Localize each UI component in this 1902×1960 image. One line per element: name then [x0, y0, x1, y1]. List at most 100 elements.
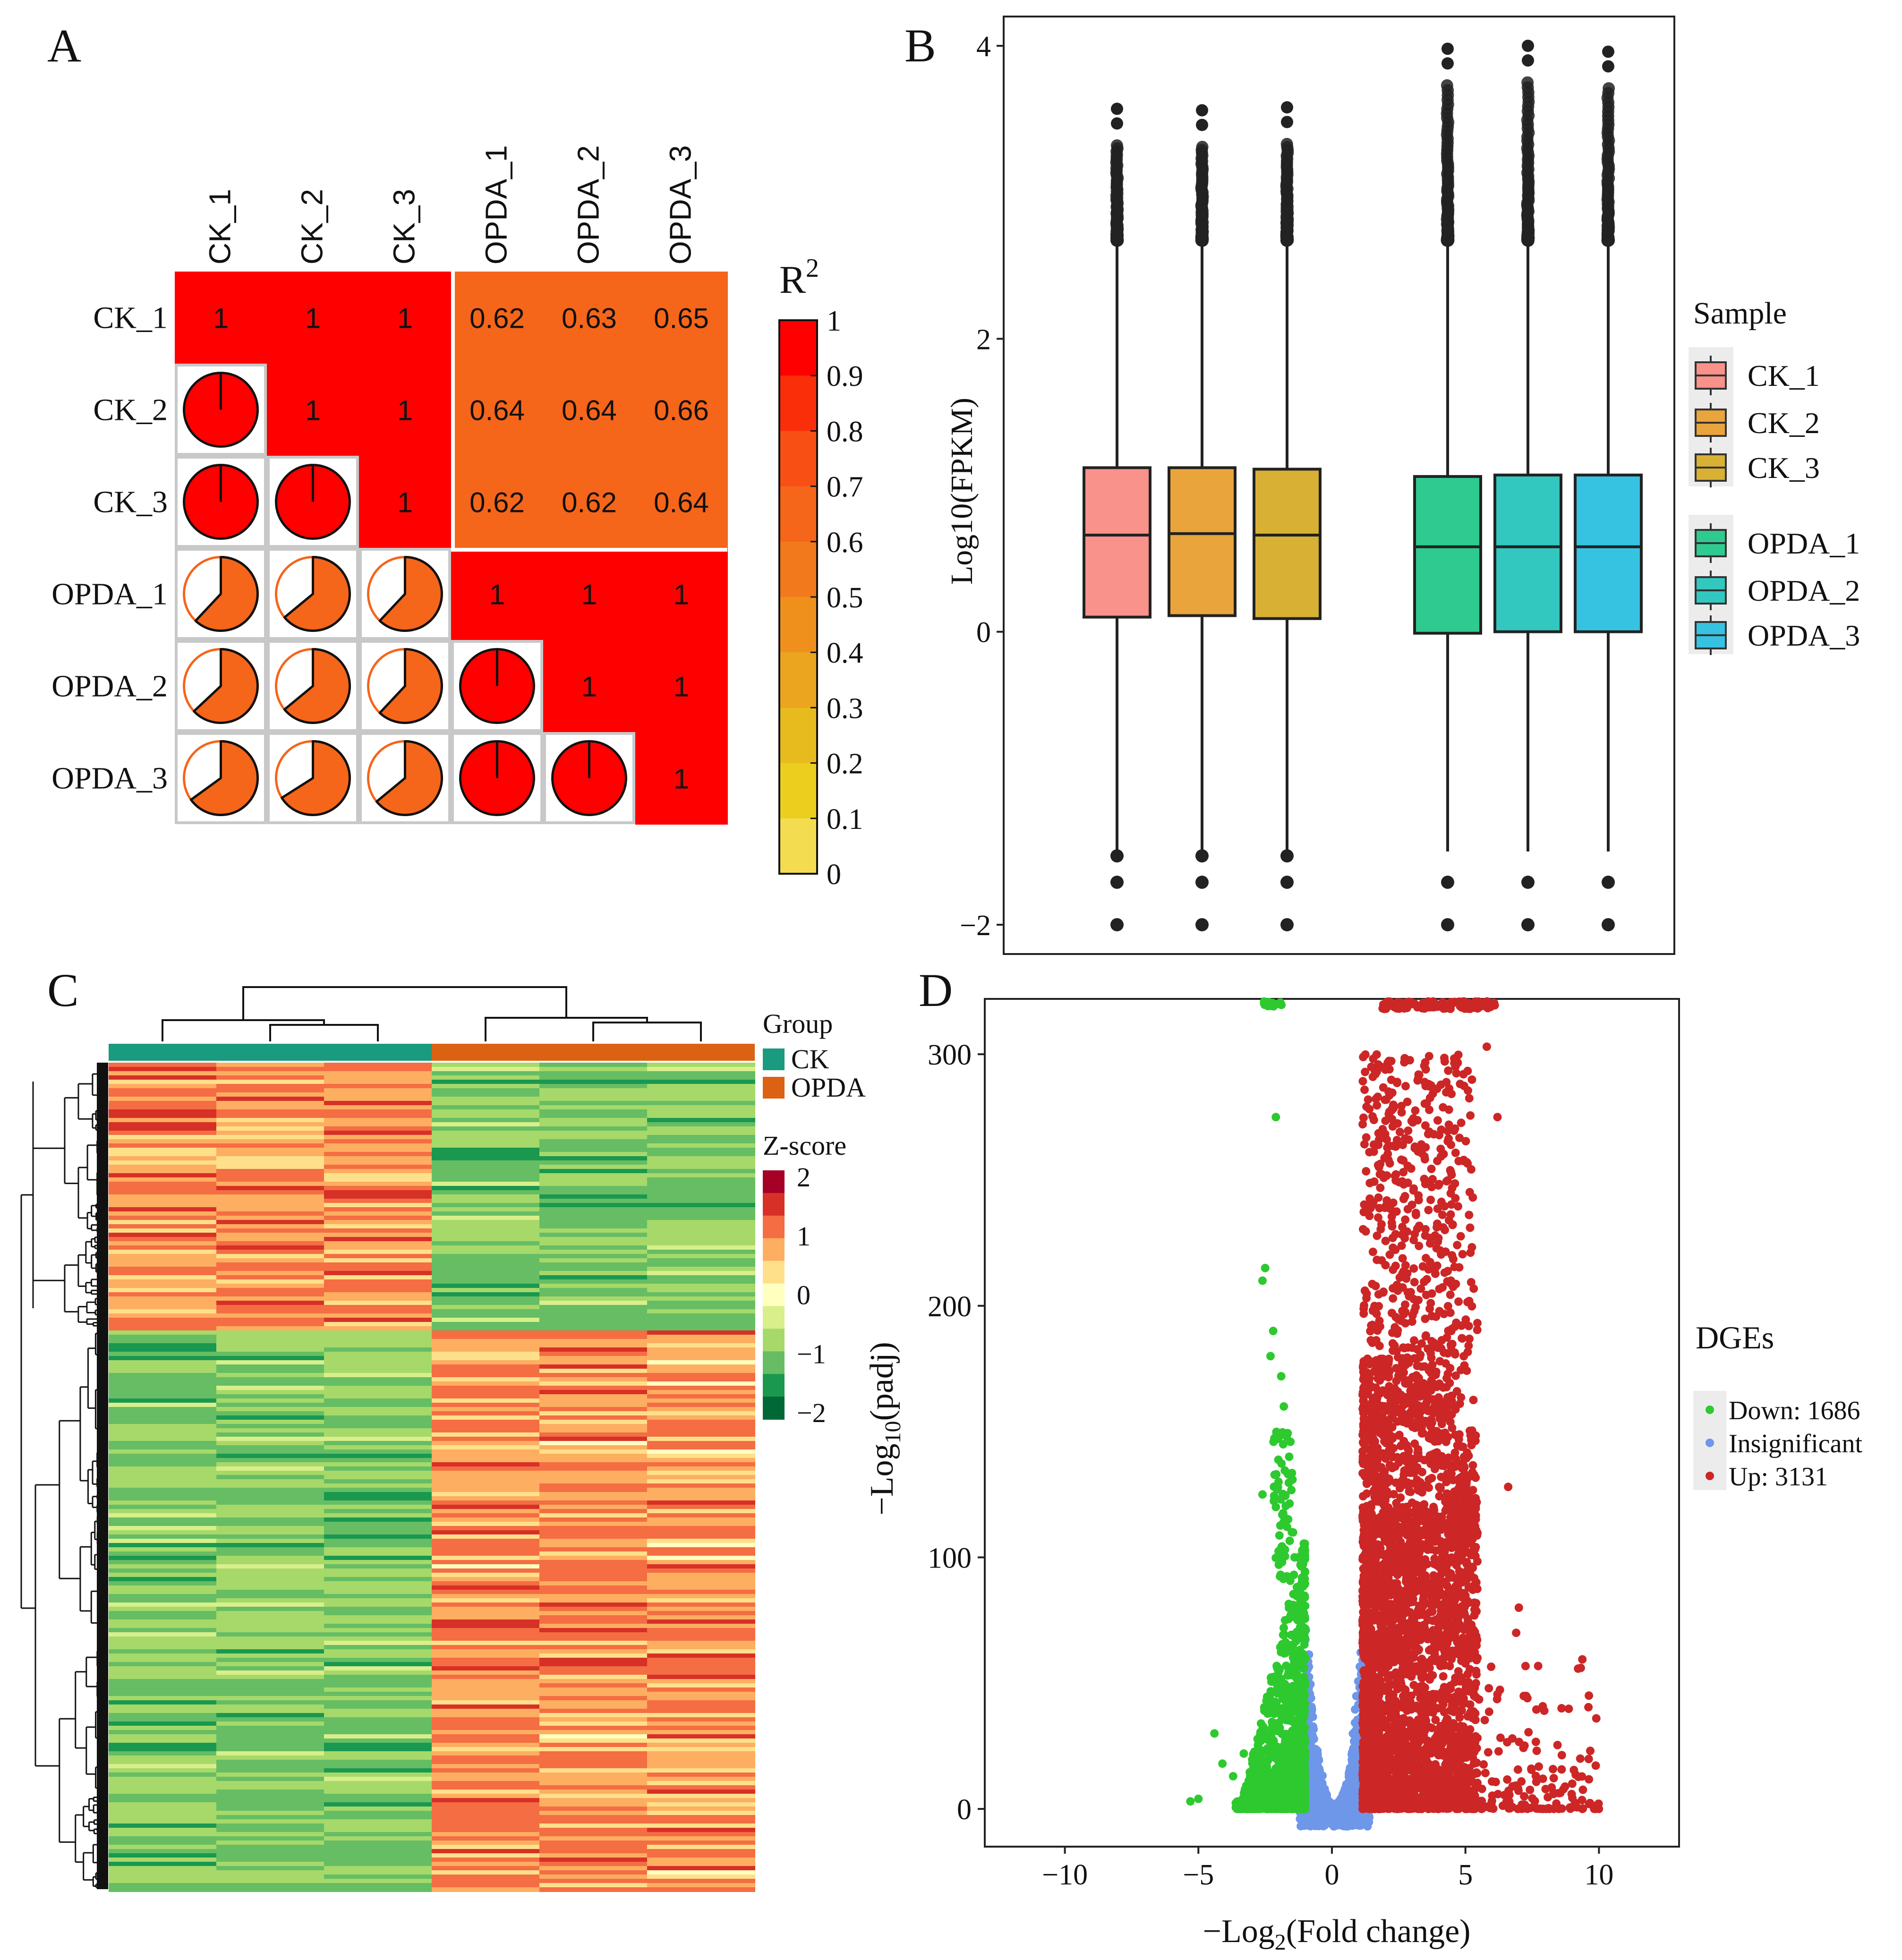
heatmap-cell	[647, 1534, 755, 1539]
heatmap-cell	[539, 1156, 648, 1161]
outlier-point	[1441, 918, 1454, 931]
zscore-segment	[763, 1215, 785, 1239]
heatmap-cell	[324, 1309, 432, 1314]
heatmap-cell	[109, 1403, 217, 1407]
heatmap-cell	[109, 1721, 217, 1726]
outlier-point	[1603, 82, 1615, 94]
heatmap-cell	[647, 1807, 755, 1811]
heatmap-cell	[324, 1441, 432, 1446]
heatmap-cell	[539, 1097, 648, 1101]
heatmap-cell	[109, 1131, 217, 1135]
heatmap-cell	[432, 1152, 540, 1157]
heatmap-cell	[432, 1853, 540, 1858]
heatmap-cell	[539, 1815, 648, 1820]
heatmap-cell	[432, 1530, 540, 1535]
heatmap-cell	[324, 1687, 432, 1692]
heatmap-cell	[647, 1475, 755, 1480]
heatmap-cell	[647, 1084, 755, 1089]
zscore-segment	[763, 1306, 785, 1329]
heatmap-cell	[539, 1734, 648, 1739]
heatmap-cell	[647, 1547, 755, 1552]
heatmap-cell	[324, 1271, 432, 1276]
heatmap-cell	[109, 1471, 217, 1475]
heatmap-cell	[324, 1220, 432, 1225]
heatmap-cell	[324, 1666, 432, 1671]
colorbar-tick-label: 0.9	[827, 360, 863, 392]
heatmap-cell	[216, 1466, 324, 1471]
heatmap-cell	[216, 1768, 324, 1773]
heatmap-cell	[539, 1883, 648, 1888]
heatmap-cell	[109, 1284, 217, 1288]
heatmap-cell	[647, 1577, 755, 1582]
heatmap-cell	[109, 1224, 217, 1229]
heatmap-cell	[324, 1292, 432, 1297]
heatmap-cell	[647, 1160, 755, 1165]
heatmap-cell	[216, 1488, 324, 1492]
heatmap-cell	[432, 1730, 540, 1735]
heatmap-cell	[647, 1352, 755, 1356]
heatmap-cell	[647, 1441, 755, 1446]
outlier-point	[1441, 43, 1454, 55]
heatmap-cell	[324, 1734, 432, 1739]
heatmap-cell	[324, 1670, 432, 1675]
heatmap-cell	[432, 1335, 540, 1339]
heatmap-cell	[647, 1862, 755, 1866]
group-bar	[109, 1044, 432, 1061]
heatmap-cell	[539, 1760, 648, 1764]
heatmap-cell	[647, 1241, 755, 1246]
heatmap-cell	[324, 1798, 432, 1803]
heatmap-cell	[647, 1488, 755, 1492]
heatmap-cell	[216, 1394, 324, 1399]
heatmap-cell	[216, 1475, 324, 1480]
heatmap-cell	[216, 1777, 324, 1781]
heatmap-cell	[216, 1500, 324, 1505]
heatmap-cell	[324, 1866, 432, 1871]
heatmap-cell	[539, 1738, 648, 1743]
heatmap-cell	[647, 1841, 755, 1845]
heatmap-cell	[109, 1454, 217, 1458]
heatmap-cell	[432, 1199, 540, 1203]
volcano-legend-title: DGEs	[1696, 1320, 1774, 1355]
heatmap-cell	[432, 1798, 540, 1803]
heatmap-cell	[324, 1279, 432, 1284]
heatmap-cell	[539, 1067, 648, 1072]
heatmap-cell	[216, 1815, 324, 1820]
heatmap-cell	[647, 1773, 755, 1777]
heatmap-cell	[647, 1777, 755, 1781]
correlation-colorbar: R2 10.90.80.70.60.50.40.30.20.10	[778, 254, 863, 891]
outlier-point	[1522, 40, 1534, 52]
heatmap-cell	[432, 1471, 540, 1475]
heatmap-cell	[432, 1377, 540, 1382]
heatmap-cell	[647, 1641, 755, 1645]
heatmap-cell	[324, 1322, 432, 1327]
heatmap-cell	[324, 1160, 432, 1165]
heatmap-cell	[647, 1790, 755, 1794]
heatmap-cell	[109, 1092, 217, 1097]
heatmap-cell	[432, 1815, 540, 1820]
heatmap-cell	[432, 1738, 540, 1743]
heatmap-cell	[432, 1475, 540, 1480]
heatmap-cell	[647, 1513, 755, 1518]
heatmap-cell	[432, 1645, 540, 1650]
heatmap-cell	[324, 1063, 432, 1067]
legend-label: OPDA_1	[1748, 527, 1860, 560]
heatmap-cell	[216, 1539, 324, 1543]
heatmap-cell	[432, 1509, 540, 1514]
heatmap-cell	[324, 1539, 432, 1543]
heatmap-cell	[324, 1887, 432, 1892]
heatmap-cell	[539, 1619, 648, 1624]
column-label: OPDA_2	[571, 145, 606, 264]
heatmap-cell	[539, 1777, 648, 1781]
panel-label-a: A	[47, 19, 81, 72]
heatmap-cell	[539, 1377, 648, 1382]
heatmap-cell	[216, 1309, 324, 1314]
heatmap-cell	[539, 1084, 648, 1089]
heatmap-cell	[539, 1866, 648, 1871]
heatmap-cell	[647, 1411, 755, 1416]
colorbar-segment	[779, 652, 817, 708]
heatmap-cell	[432, 1704, 540, 1709]
heatmap-cell	[647, 1751, 755, 1756]
outlier-point	[1280, 137, 1293, 150]
heatmap-cell	[216, 1301, 324, 1305]
heatmap-cell	[109, 1343, 217, 1348]
